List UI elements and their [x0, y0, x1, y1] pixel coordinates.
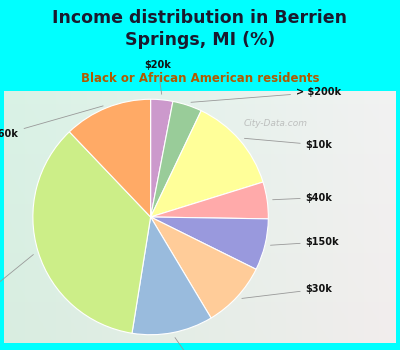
Text: City-Data.com: City-Data.com — [244, 119, 308, 128]
Wedge shape — [33, 132, 150, 333]
Text: $60k: $60k — [0, 106, 103, 139]
Text: $40k: $40k — [273, 193, 332, 203]
Text: $20k: $20k — [144, 60, 171, 94]
Text: > $200k: > $200k — [191, 88, 341, 102]
Text: $125k: $125k — [175, 338, 226, 350]
Wedge shape — [150, 217, 268, 269]
Wedge shape — [150, 99, 173, 217]
Text: $100k: $100k — [0, 254, 33, 316]
Text: Black or African American residents: Black or African American residents — [81, 72, 319, 85]
Wedge shape — [132, 217, 211, 335]
Text: Income distribution in Berrien
Springs, MI (%): Income distribution in Berrien Springs, … — [52, 9, 348, 49]
Text: $30k: $30k — [242, 284, 332, 299]
Wedge shape — [150, 217, 256, 318]
Text: $10k: $10k — [244, 138, 332, 150]
Wedge shape — [69, 99, 150, 217]
Wedge shape — [150, 102, 201, 217]
Wedge shape — [150, 111, 263, 217]
Text: $150k: $150k — [270, 237, 339, 247]
Wedge shape — [150, 182, 268, 219]
